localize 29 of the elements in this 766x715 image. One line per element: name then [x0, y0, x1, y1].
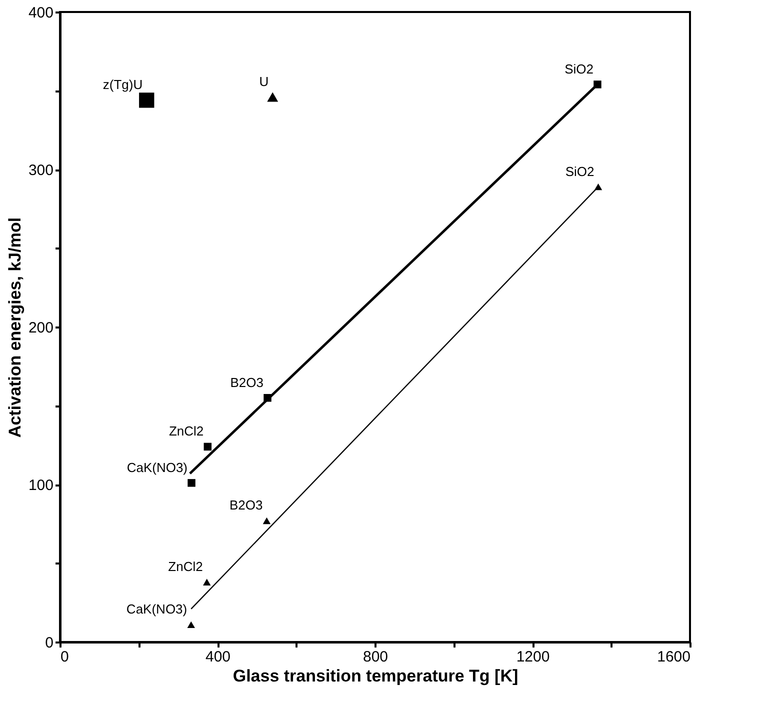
point [188, 479, 196, 487]
annotation: B2O3 [229, 498, 263, 513]
annotation: SiO2 [564, 61, 594, 76]
y-tick-label: 200 [28, 320, 54, 336]
point [202, 578, 211, 586]
x-tick-label: 0 [60, 648, 69, 666]
y-tick-label: 400 [28, 4, 54, 22]
annotation: z(Tg)U [102, 77, 143, 92]
annotation: ZnCl2 [168, 559, 203, 574]
point [262, 517, 271, 524]
annotation: ZnCl2 [168, 424, 204, 439]
x-tick-label: 400 [205, 648, 231, 666]
point [267, 92, 278, 102]
annotation: CaK(NO3) [126, 602, 188, 617]
x-tick-label: 1200 [516, 648, 550, 666]
annotation: SiO2 [565, 164, 594, 179]
x-axis-title: Glass transition temperature Tg [K] [232, 666, 518, 686]
x-tick-label: 800 [362, 648, 388, 666]
point [204, 442, 212, 451]
y-tick-label: 300 [28, 162, 54, 179]
annotation: U [259, 74, 269, 90]
point [139, 92, 154, 108]
annotation: B2O3 [230, 374, 264, 390]
y-axis-title: Activation energies, kJ/mol [5, 217, 24, 438]
y-tick-label: 0 [45, 634, 54, 652]
annotation: CaK(NO3) [126, 460, 188, 475]
x-tick-label: 1600 [657, 648, 690, 666]
point [187, 621, 195, 628]
y-tick-label: 100 [28, 477, 54, 494]
